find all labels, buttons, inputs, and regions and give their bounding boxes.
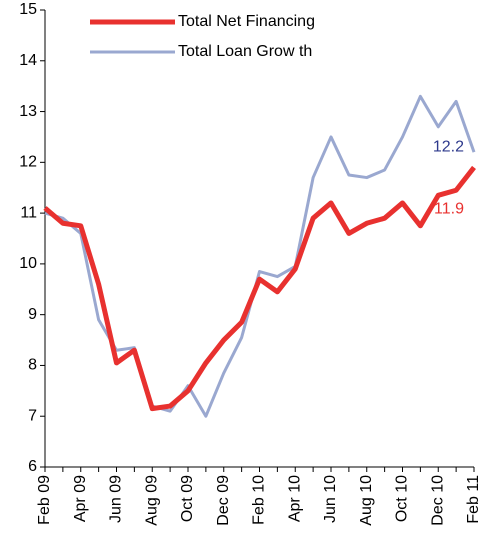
x-tick-label: Dec 09 (215, 475, 232, 526)
y-tick-label: 15 (19, 1, 37, 18)
x-tick-label: Aug 10 (358, 475, 375, 526)
y-tick-label: 10 (19, 255, 37, 272)
y-tick-label: 7 (28, 407, 37, 424)
y-tick-label: 9 (28, 306, 37, 323)
x-tick-label: Feb 10 (251, 475, 268, 525)
y-tick-label: 11 (20, 204, 37, 221)
x-tick-label: Apr 10 (286, 475, 303, 522)
x-tick-label: Dec 10 (429, 475, 446, 526)
x-tick-label: Oct 09 (179, 475, 196, 522)
legend-label: Total Loan Grow th (178, 43, 312, 60)
value-label: 11.9 (434, 201, 464, 218)
legend-label: Total Net Financing (178, 13, 315, 30)
y-tick-label: 12 (19, 154, 37, 171)
y-tick-label: 14 (19, 52, 37, 69)
y-tick-label: 13 (19, 103, 37, 120)
x-tick-label: Aug 09 (143, 475, 160, 526)
line-series (43, 165, 476, 412)
line-series (44, 94, 476, 418)
x-tick-label: Jun 10 (322, 475, 339, 523)
y-tick-label: 6 (28, 458, 37, 475)
value-label: 12.2 (433, 138, 464, 155)
x-tick-label: Oct 10 (394, 475, 411, 522)
x-tick-label: Feb 09 (36, 475, 53, 525)
x-tick-label: Jun 09 (108, 475, 125, 523)
y-tick-label: 8 (28, 357, 37, 374)
x-tick-label: Feb 11 (465, 475, 482, 524)
x-tick-label: Apr 09 (72, 475, 89, 522)
